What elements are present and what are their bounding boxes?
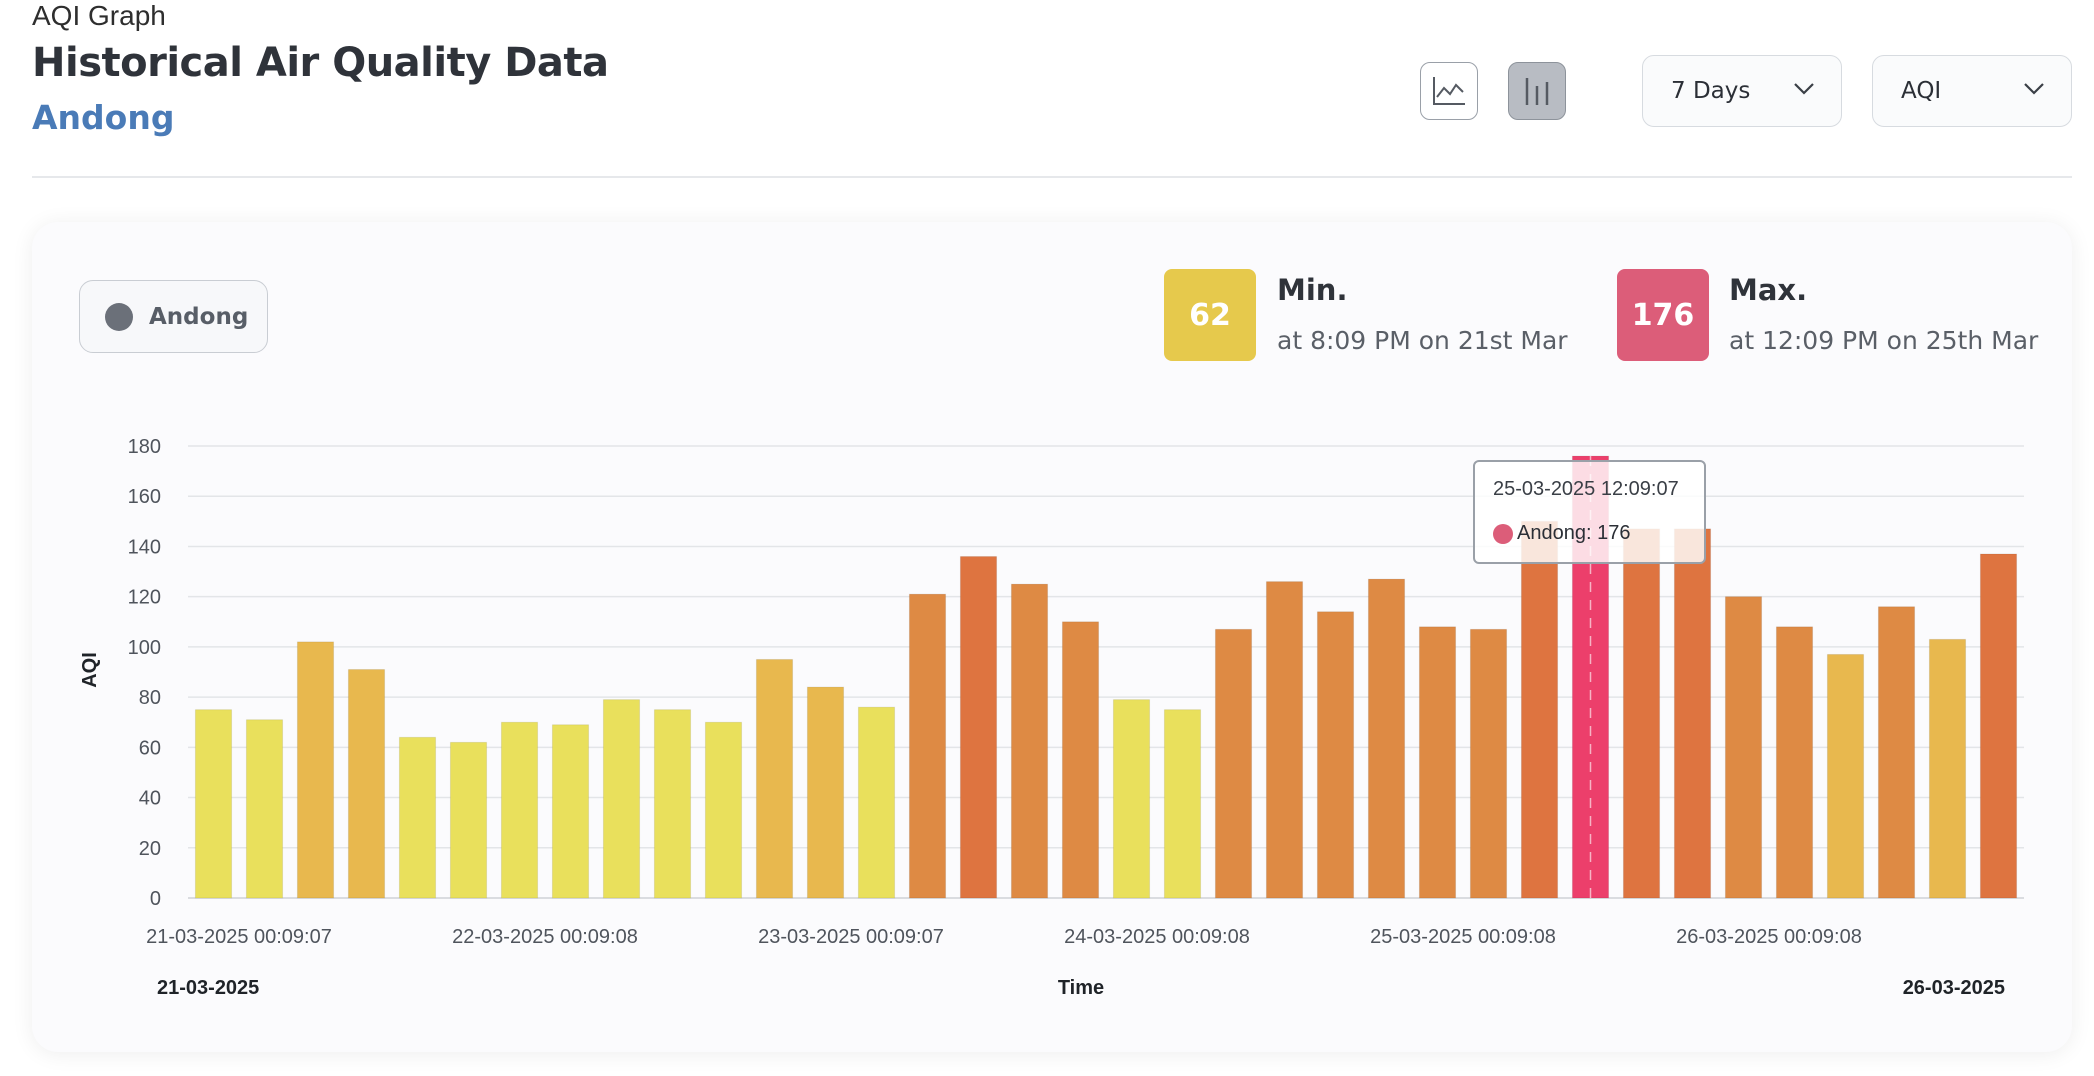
x-tick-label: 22-03-2025 00:09:08: [452, 926, 638, 948]
bar: [1367, 578, 1406, 899]
header-divider: [32, 176, 2072, 178]
bar: [245, 719, 284, 899]
bar: [194, 709, 233, 899]
bar: [1877, 606, 1916, 899]
bar: [653, 709, 692, 899]
line-chart-icon: [1433, 77, 1465, 105]
bar: [296, 641, 335, 899]
min-value-badge: 62: [1164, 269, 1256, 361]
bar: [1418, 626, 1457, 899]
bar: [857, 706, 896, 899]
bar: [1214, 628, 1253, 899]
range-start-label: 21-03-2025: [157, 977, 259, 999]
legend-label: Andong: [149, 303, 249, 330]
chart-tooltip: 25-03-2025 12:09:07 Andong: 176: [1473, 460, 1706, 564]
bar: [602, 699, 641, 899]
x-tick-label: 25-03-2025 00:09:08: [1370, 926, 1556, 948]
bar: [959, 555, 998, 899]
bar: [806, 686, 845, 899]
page-eyebrow: AQI Graph: [32, 0, 166, 31]
legend-marker: [105, 302, 133, 331]
chevron-down-icon: [2024, 83, 2044, 95]
bar: [1112, 699, 1151, 899]
legend-toggle-andong[interactable]: Andong: [79, 280, 268, 353]
chevron-down-icon: [1794, 83, 1814, 95]
bar-chart-toggle-button[interactable]: [1508, 62, 1566, 120]
y-axis-title: AQI: [79, 652, 101, 688]
bar: [1520, 520, 1559, 899]
y-tick-label: 20: [139, 838, 161, 860]
bar: [1010, 583, 1049, 899]
bar: [1622, 528, 1661, 899]
bar: [1775, 626, 1814, 899]
bar: [347, 668, 386, 899]
tooltip-time: 25-03-2025 12:09:07: [1493, 478, 1679, 500]
bar: [449, 741, 488, 899]
y-tick-label: 40: [139, 788, 161, 810]
bar: [1265, 581, 1304, 899]
tooltip-row: Andong: 176: [1493, 522, 1630, 545]
bar: [1163, 709, 1202, 899]
metric-value: AQI: [1901, 78, 1942, 104]
x-tick-label: 26-03-2025 00:09:08: [1676, 926, 1862, 948]
bar: [1979, 553, 2018, 899]
y-tick-label: 80: [139, 687, 161, 709]
line-chart-toggle-button[interactable]: [1420, 62, 1478, 120]
bar: [500, 721, 539, 899]
range-end-label: 26-03-2025: [1903, 977, 2005, 999]
bar: [1316, 611, 1355, 899]
time-range-select[interactable]: 7 Days: [1642, 55, 1842, 127]
y-tick-label: 0: [150, 888, 161, 910]
bar: [398, 736, 437, 899]
metric-select[interactable]: AQI: [1872, 55, 2072, 127]
max-label: Max.: [1729, 273, 1808, 307]
tooltip-value: Andong: 176: [1517, 522, 1631, 544]
x-tick-label: 21-03-2025 00:09:07: [146, 926, 332, 948]
bar: [1469, 628, 1508, 899]
bar: [1673, 528, 1712, 899]
bar: [551, 724, 590, 899]
y-tick-label: 100: [128, 637, 161, 659]
time-range-value: 7 Days: [1671, 78, 1751, 104]
bar: [704, 721, 743, 899]
y-tick-label: 180: [128, 436, 161, 458]
min-label: Min.: [1277, 273, 1348, 307]
y-tick-label: 140: [128, 536, 161, 558]
y-tick-label: 60: [139, 737, 161, 759]
min-time: at 8:09 PM on 21st Mar: [1277, 326, 1568, 355]
location-name[interactable]: Andong: [32, 98, 175, 137]
x-axis-title: Time: [1058, 977, 1104, 999]
bar: [755, 658, 794, 899]
x-tick-label: 23-03-2025 00:09:07: [758, 926, 944, 948]
tooltip-series-marker: [1493, 523, 1513, 544]
y-tick-label: 160: [128, 486, 161, 508]
bar: [908, 593, 947, 899]
page-title: Historical Air Quality Data: [32, 40, 609, 86]
bar-chart-icon: [1525, 78, 1549, 105]
bar: [1928, 638, 1967, 899]
bar: [1724, 596, 1763, 899]
x-tick-label: 24-03-2025 00:09:08: [1064, 926, 1250, 948]
bar: [1826, 653, 1865, 899]
y-tick-label: 120: [128, 587, 161, 609]
max-value-badge: 176: [1617, 269, 1709, 361]
max-time: at 12:09 PM on 25th Mar: [1729, 326, 2039, 355]
bar: [1061, 621, 1100, 899]
